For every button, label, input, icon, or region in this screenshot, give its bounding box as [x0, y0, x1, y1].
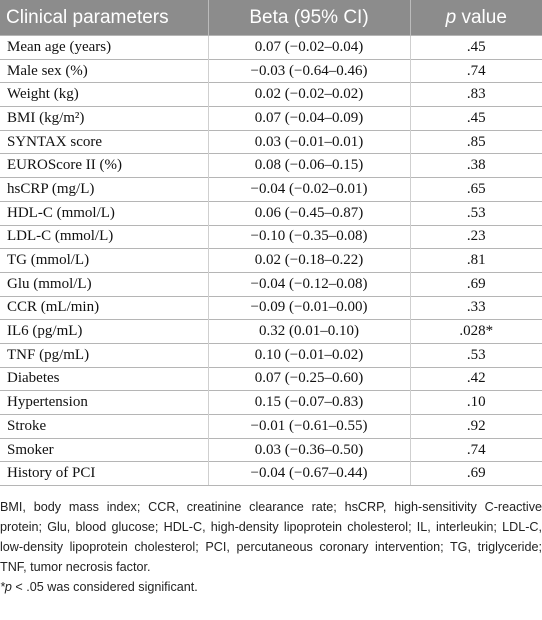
table-row: CCR (mL/min) −0.09 (−0.01–0.00) .33 — [0, 295, 542, 320]
table-cell: BMI (kg/m²) — [0, 106, 208, 131]
table-cell: −0.04 (−0.67–0.44) — [207, 461, 410, 487]
table-cell: 0.06 (−0.45–0.87) — [207, 200, 410, 225]
table-row: hsCRP (mg/L) −0.04 (−0.02–0.01) .65 — [0, 177, 542, 202]
table-cell: −0.01 (−0.61–0.55) — [207, 414, 410, 439]
table-cell: Weight (kg) — [0, 82, 208, 107]
table-cell: 0.07 (−0.25–0.60) — [207, 366, 410, 391]
table: Clinical parameters Beta (95% CI) p valu… — [0, 0, 542, 487]
table-cell: History of PCI — [0, 461, 208, 487]
table-row: History of PCI −0.04 (−0.67–0.44) .69 — [0, 461, 542, 487]
table-cell: 0.07 (−0.02–0.04) — [207, 35, 410, 60]
table-cell: .53 — [409, 200, 542, 225]
table-cell: −0.04 (−0.12–0.08) — [207, 271, 410, 297]
table-cell: TNF (pg/mL) — [0, 342, 208, 368]
table-cell: .74 — [409, 58, 542, 83]
footnote: BMI, body mass index; CCR, creatinine cl… — [0, 500, 542, 575]
table-cell: .38 — [409, 153, 542, 178]
table-cell: 0.02 (−0.18–0.22) — [207, 248, 410, 273]
table-cell: IL6 (pg/mL) — [0, 319, 208, 344]
table-cell: .33 — [409, 295, 542, 320]
table-row: Hypertension 0.15 (−0.07–0.83) .10 — [0, 390, 542, 415]
table-cell: −0.09 (−0.01–0.00) — [207, 295, 410, 320]
table-row: Weight (kg) 0.02 (−0.02–0.02) .83 — [0, 82, 542, 107]
table-cell: .45 — [409, 35, 542, 60]
table-row: EUROScore II (%) 0.08 (−0.06–0.15) .38 — [0, 153, 542, 178]
table-cell: .23 — [409, 224, 542, 249]
table-cell: 0.32 (0.01–0.10) — [207, 319, 410, 344]
table-cell: .85 — [409, 129, 542, 154]
table-cell: .81 — [409, 248, 542, 273]
footnotes: BMI, body mass index; CCR, creatinine cl… — [0, 497, 542, 597]
table-cell: Mean age (years) — [0, 35, 208, 60]
table-row: LDL-C (mmol/L) −0.10 (−0.35–0.08) .23 — [0, 224, 542, 249]
table-cell: .42 — [409, 366, 542, 391]
table-cell: .028* — [409, 319, 542, 344]
table-cell: 0.10 (−0.01–0.02) — [207, 342, 410, 368]
table-cell: 0.03 (−0.01–0.01) — [207, 129, 410, 154]
table-cell: .83 — [409, 82, 542, 107]
table-cell: Smoker — [0, 437, 208, 462]
table-row: Glu (mmol/L) −0.04 (−0.12–0.08) .69 — [0, 271, 542, 297]
table-cell: LDL-C (mmol/L) — [0, 224, 208, 249]
table-cell: 0.15 (−0.07–0.83) — [207, 390, 410, 415]
table-cell: .10 — [409, 390, 542, 415]
table-cell: .45 — [409, 106, 542, 131]
table-cell: .69 — [409, 461, 542, 487]
table-cell: Male sex (%) — [0, 58, 208, 83]
table-cell: .74 — [409, 437, 542, 462]
table-cell: Hypertension — [0, 390, 208, 415]
table-cell: .65 — [409, 177, 542, 202]
table-cell: 0.02 (−0.02–0.02) — [207, 82, 410, 107]
table-row: BMI (kg/m²) 0.07 (−0.04–0.09) .45 — [0, 106, 542, 131]
header-cell: Beta (95% CI) — [207, 0, 410, 36]
table-cell: .53 — [409, 342, 542, 368]
table-row: SYNTAX score 0.03 (−0.01–0.01) .85 — [0, 129, 542, 154]
table-cell: Diabetes — [0, 366, 208, 391]
table-row: Smoker 0.03 (−0.36–0.50) .74 — [0, 437, 542, 462]
table-cell: −0.04 (−0.02–0.01) — [207, 177, 410, 202]
table-cell: TG (mmol/L) — [0, 248, 208, 273]
table-body: Mean age (years) 0.07 (−0.02–0.04) .45 Male… — [0, 35, 542, 487]
table-cell: SYNTAX score — [0, 129, 208, 154]
table-cell: hsCRP (mg/L) — [0, 177, 208, 202]
table-cell: HDL-C (mmol/L) — [0, 200, 208, 225]
header-cell: p value — [409, 0, 542, 36]
table-cell: Stroke — [0, 414, 208, 439]
table-cell: 0.03 (−0.36–0.50) — [207, 437, 410, 462]
footnote: *p < .05 was considered significant. — [0, 580, 198, 595]
header-row: Clinical parameters Beta (95% CI) p valu… — [0, 0, 542, 36]
table-row: HDL-C (mmol/L) 0.06 (−0.45–0.87) .53 — [0, 200, 542, 225]
table-row: Mean age (years) 0.07 (−0.02–0.04) .45 — [0, 35, 542, 60]
table-cell: −0.10 (−0.35–0.08) — [207, 224, 410, 249]
table-cell: .69 — [409, 271, 542, 297]
table-row: Diabetes 0.07 (−0.25–0.60) .42 — [0, 366, 542, 391]
table-row: IL6 (pg/mL) 0.32 (0.01–0.10) .028* — [0, 319, 542, 344]
table-row: Stroke −0.01 (−0.61–0.55) .92 — [0, 414, 542, 439]
table-cell: −0.03 (−0.64–0.46) — [207, 58, 410, 83]
header-cell: Clinical parameters — [0, 0, 208, 36]
table-cell: 0.08 (−0.06–0.15) — [207, 153, 410, 178]
table-row: TNF (pg/mL) 0.10 (−0.01–0.02) .53 — [0, 342, 542, 368]
table-cell: Glu (mmol/L) — [0, 271, 208, 297]
table-cell: 0.07 (−0.04–0.09) — [207, 106, 410, 131]
table-row: TG (mmol/L) 0.02 (−0.18–0.22) .81 — [0, 248, 542, 273]
table-cell: .92 — [409, 414, 542, 439]
table-row: Male sex (%) −0.03 (−0.64–0.46) .74 — [0, 58, 542, 83]
table-cell: EUROScore II (%) — [0, 153, 208, 178]
table-cell: CCR (mL/min) — [0, 295, 208, 320]
